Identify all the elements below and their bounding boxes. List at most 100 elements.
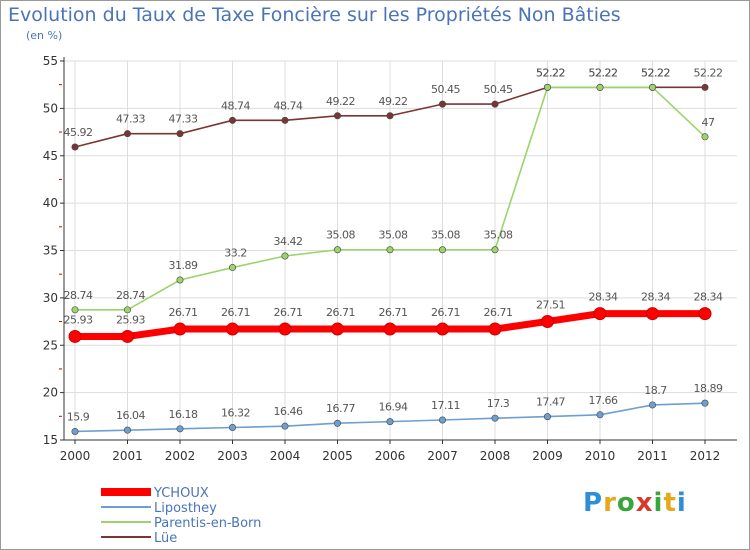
data-point: [124, 426, 132, 434]
data-label: 17.3: [487, 397, 510, 410]
data-label: 52.22: [694, 66, 723, 79]
data-point: [386, 112, 394, 120]
data-label: 47.33: [169, 113, 198, 126]
data-label: 52.22: [589, 66, 618, 79]
y-tick-label: 20: [43, 386, 58, 400]
data-point: [596, 411, 604, 419]
logo-letter: r: [603, 488, 617, 518]
data-label: 47: [702, 116, 715, 129]
data-label: 35.08: [379, 229, 408, 242]
data-point: [698, 307, 712, 321]
data-label: 28.34: [589, 291, 618, 304]
logo-letter: P: [583, 488, 604, 518]
data-point: [488, 322, 502, 336]
x-tick-label: 2004: [270, 449, 301, 463]
data-point: [383, 322, 397, 336]
data-point: [491, 246, 499, 254]
data-point: [176, 276, 184, 284]
x-tick-label: 2000: [60, 449, 91, 463]
data-point: [593, 307, 607, 321]
data-point: [596, 83, 604, 91]
data-point: [176, 130, 184, 138]
x-tick-label: 2005: [322, 449, 353, 463]
data-label: 47.33: [116, 113, 145, 126]
data-label: 35.08: [326, 229, 355, 242]
data-label: 34.42: [274, 235, 303, 248]
data-label: 52.22: [589, 66, 618, 79]
data-label: 26.71: [274, 306, 303, 319]
data-label: 48.74: [274, 99, 303, 112]
data-label: 15.9: [67, 410, 90, 423]
data-point: [701, 399, 709, 407]
y-tick-label: 40: [43, 196, 58, 210]
data-point: [333, 246, 341, 254]
data-label: 17.66: [589, 394, 618, 407]
data-label: 16.18: [169, 408, 198, 421]
y-tick-label: 50: [43, 101, 58, 115]
data-point: [71, 306, 79, 314]
data-label: 25.93: [116, 313, 145, 326]
x-tick-label: 2002: [165, 449, 196, 463]
data-point: [541, 314, 554, 328]
x-tick-label: 2001: [112, 449, 143, 463]
data-point: [333, 112, 341, 120]
data-point: [176, 425, 184, 433]
y-tick-label: 55: [43, 54, 58, 68]
data-label: 52.22: [641, 66, 670, 79]
data-label: 33.2: [224, 247, 247, 260]
data-label: 16.46: [274, 405, 303, 418]
data-label: 27.51: [536, 298, 565, 311]
x-tick-label: 2012: [690, 449, 721, 463]
data-point: [121, 329, 134, 343]
data-point: [491, 414, 499, 422]
data-point: [543, 413, 551, 421]
x-tick-label: 2010: [585, 449, 616, 463]
x-tick-label: 2008: [480, 449, 511, 463]
y-tick-label: 25: [43, 338, 58, 352]
data-point: [701, 133, 709, 141]
data-label: 25.93: [64, 313, 93, 326]
data-point: [331, 322, 344, 336]
data-point: [281, 422, 289, 430]
data-label: 26.71: [326, 306, 355, 319]
data-point: [701, 83, 709, 91]
data-label: 28.74: [64, 289, 93, 302]
data-label: 16.94: [379, 401, 408, 414]
data-label: 26.71: [484, 306, 513, 319]
x-tick-label: 2007: [427, 449, 458, 463]
data-point: [386, 246, 394, 254]
y-tick-label: 45: [43, 149, 58, 163]
x-tick-label: 2009: [532, 449, 563, 463]
logo-letter: t: [663, 488, 677, 518]
data-point: [226, 322, 239, 336]
y-tick-label: 30: [43, 291, 58, 305]
data-point: [124, 130, 132, 138]
data-point: [71, 427, 79, 435]
data-label: 28.34: [694, 291, 723, 304]
x-tick-label: 2003: [217, 449, 248, 463]
data-point: [648, 401, 656, 409]
data-point: [71, 143, 79, 151]
data-point: [229, 116, 237, 124]
data-label: 16.77: [326, 402, 355, 415]
data-label: 52.22: [536, 66, 565, 79]
data-point: [68, 329, 82, 343]
x-tick-label: 2006: [375, 449, 406, 463]
data-point: [646, 307, 659, 321]
data-label: 26.71: [431, 306, 460, 319]
data-point: [173, 322, 187, 336]
y-unit-label: (en %): [26, 29, 63, 42]
data-label: 50.45: [484, 83, 513, 96]
data-label: 49.22: [326, 95, 355, 108]
proxiti-logo: Proxiti: [583, 488, 687, 518]
chart-title: Evolution du Taux de Taxe Foncière sur l…: [8, 4, 621, 26]
data-point: [333, 419, 341, 427]
legend-label: Lüe: [154, 531, 177, 546]
data-label: 52.22: [536, 66, 565, 79]
data-point: [438, 246, 446, 254]
data-label: 28.74: [116, 289, 145, 302]
data-label: 35.08: [431, 229, 460, 242]
